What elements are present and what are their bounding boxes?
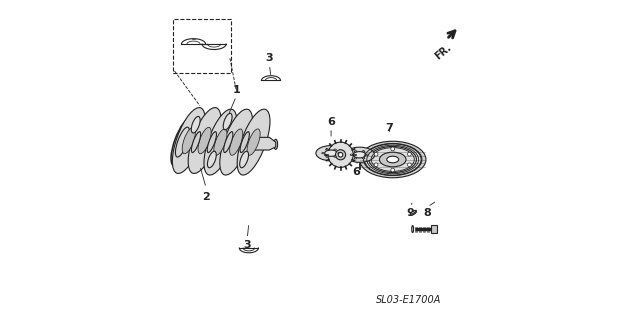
- Polygon shape: [253, 137, 276, 150]
- Ellipse shape: [362, 151, 365, 152]
- Text: 1: 1: [232, 85, 240, 95]
- Ellipse shape: [412, 226, 413, 233]
- Ellipse shape: [410, 211, 417, 214]
- Circle shape: [408, 152, 412, 156]
- Ellipse shape: [410, 211, 417, 215]
- Ellipse shape: [223, 113, 232, 130]
- Ellipse shape: [350, 154, 353, 155]
- Text: 8: 8: [424, 208, 431, 218]
- Text: 2: 2: [202, 192, 210, 203]
- Ellipse shape: [354, 151, 356, 152]
- Text: 3: 3: [243, 240, 251, 250]
- Text: 6: 6: [327, 116, 335, 127]
- Ellipse shape: [354, 158, 356, 159]
- Text: 4: 4: [185, 31, 193, 41]
- Text: 9: 9: [406, 208, 414, 218]
- FancyBboxPatch shape: [173, 19, 232, 72]
- FancyBboxPatch shape: [431, 225, 437, 233]
- Ellipse shape: [175, 127, 189, 157]
- Text: 4: 4: [221, 31, 229, 41]
- Ellipse shape: [338, 152, 340, 154]
- Ellipse shape: [362, 158, 365, 159]
- Ellipse shape: [214, 129, 227, 155]
- Ellipse shape: [207, 151, 216, 168]
- Text: SL03-E1700A: SL03-E1700A: [376, 295, 441, 305]
- Ellipse shape: [220, 109, 253, 175]
- Ellipse shape: [188, 108, 221, 174]
- Ellipse shape: [274, 139, 278, 149]
- Ellipse shape: [369, 146, 417, 173]
- Ellipse shape: [387, 156, 399, 163]
- Ellipse shape: [360, 141, 426, 178]
- Circle shape: [391, 147, 395, 151]
- Text: 5: 5: [337, 148, 344, 158]
- Circle shape: [408, 163, 412, 167]
- Text: 3: 3: [266, 53, 273, 63]
- Ellipse shape: [172, 108, 205, 174]
- Ellipse shape: [353, 152, 366, 158]
- Ellipse shape: [344, 147, 374, 162]
- Ellipse shape: [182, 127, 195, 154]
- Circle shape: [328, 142, 353, 167]
- Text: 6: 6: [353, 167, 360, 177]
- Ellipse shape: [223, 132, 233, 152]
- Text: FR.: FR.: [433, 42, 453, 62]
- Ellipse shape: [326, 156, 328, 157]
- Ellipse shape: [334, 149, 337, 150]
- Circle shape: [339, 152, 343, 157]
- Circle shape: [391, 168, 395, 172]
- Ellipse shape: [240, 151, 248, 168]
- Circle shape: [374, 163, 378, 167]
- Ellipse shape: [324, 150, 337, 156]
- Ellipse shape: [240, 132, 250, 152]
- Ellipse shape: [191, 132, 201, 152]
- Ellipse shape: [366, 154, 369, 155]
- Ellipse shape: [316, 145, 346, 161]
- Ellipse shape: [230, 129, 243, 155]
- Ellipse shape: [191, 116, 200, 133]
- Ellipse shape: [326, 149, 328, 150]
- Ellipse shape: [204, 109, 237, 175]
- Ellipse shape: [364, 144, 421, 175]
- Ellipse shape: [247, 129, 260, 155]
- Ellipse shape: [207, 132, 216, 152]
- Text: 7: 7: [386, 123, 394, 133]
- Ellipse shape: [334, 156, 337, 157]
- Circle shape: [374, 152, 378, 156]
- Ellipse shape: [171, 118, 194, 166]
- Ellipse shape: [322, 152, 324, 154]
- Ellipse shape: [198, 127, 211, 154]
- Ellipse shape: [237, 109, 270, 175]
- Ellipse shape: [380, 152, 406, 167]
- Circle shape: [335, 150, 346, 160]
